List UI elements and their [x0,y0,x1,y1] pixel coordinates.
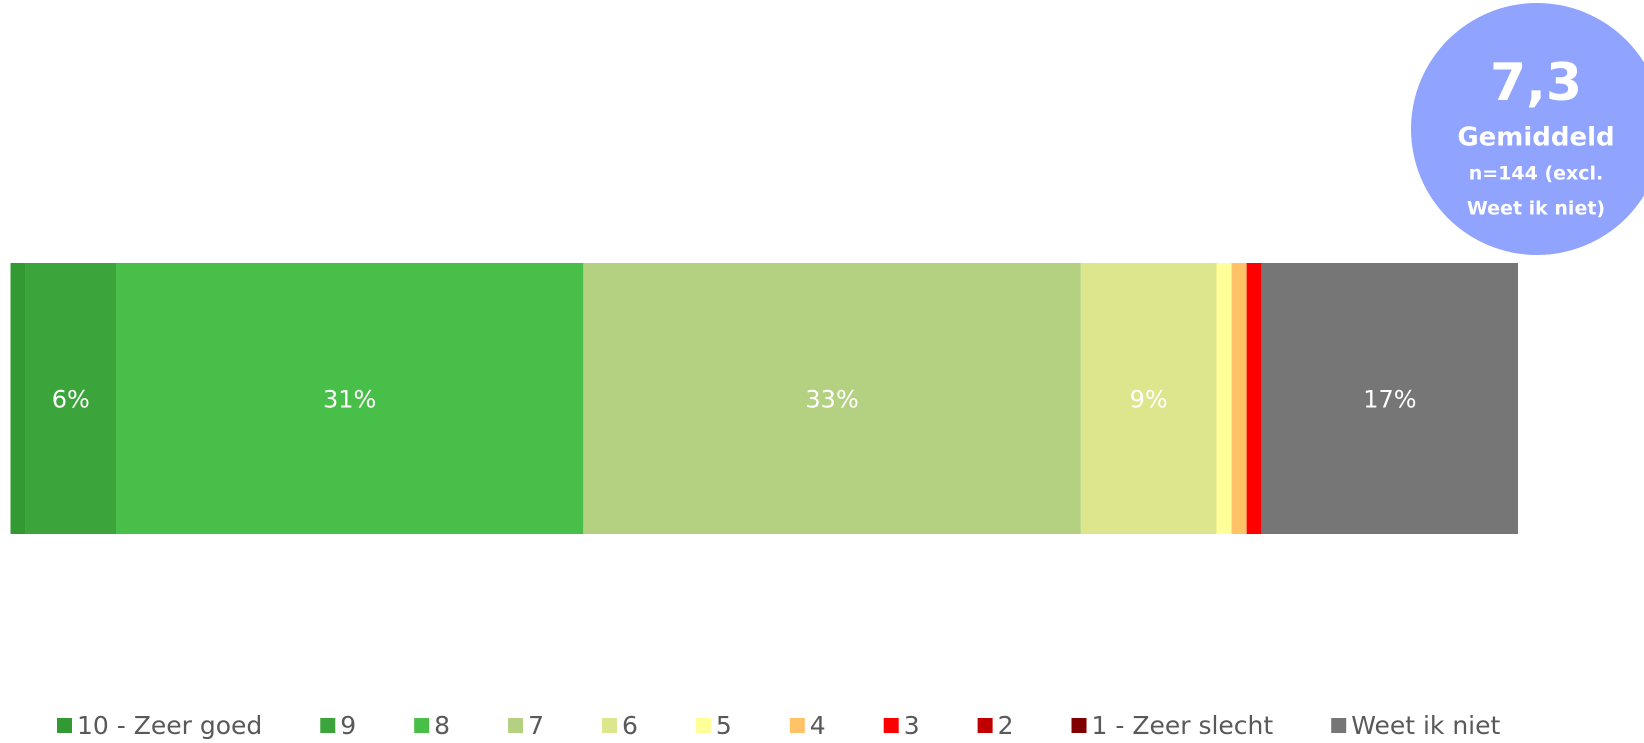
legend-label: 5 [716,711,732,740]
legend-swatch [977,718,993,733]
legend-swatch [1331,718,1347,733]
legend-swatch [601,718,617,733]
legend-label: 2 [998,711,1014,740]
legend-label: 6 [622,711,638,740]
legend-label: Weet ik niet [1351,711,1500,740]
legend-swatch [508,718,524,733]
legend-label: 9 [340,711,356,740]
bar-segment [1080,263,1217,534]
badge-note: Weet ik niet) [1467,198,1605,220]
legend-label: 3 [904,711,920,740]
bar-segment [25,263,117,534]
legend-label: 4 [810,711,826,740]
bar-segment [10,263,26,534]
bar-segment [1216,263,1232,534]
legend-swatch [789,718,805,733]
data-label: 17% [1363,386,1416,414]
legend-swatch [695,718,711,733]
bar-segment [116,263,584,534]
data-label: 33% [805,386,858,414]
legend-swatch [414,718,430,733]
data-label: 31% [323,386,376,414]
badge-note: n=144 (excl. [1469,163,1604,185]
badge-label: Gemiddeld [1457,123,1614,153]
badge-value: 7,3 [1490,53,1582,113]
legend-swatch [57,718,72,733]
legend-label: 8 [434,711,450,740]
legend-swatch [1071,718,1087,733]
legend-label: 10 - Zeer goed [77,711,262,740]
data-label: 6% [52,386,90,414]
badge-circle [1411,3,1644,255]
legend-swatch [883,718,899,733]
average-badge: 7,3 Gemiddeld n=144 (excl. Weet ik niet) [1411,3,1644,255]
legend-swatch [320,718,336,733]
bar-segment [1246,263,1262,534]
bar-group: 6% 31% 33% 9% 17% [10,263,1518,534]
bar-segment [1231,263,1247,534]
legend-label: 1 - Zeer slecht [1092,711,1274,740]
legend-label: 7 [528,711,544,740]
bar-segment [583,263,1081,534]
data-label: 9% [1130,386,1168,414]
legend: 10 - Zeer goed 9 8 7 6 5 4 3 2 1 - Zeer slecht Wee… [57,711,1501,740]
bar-segment [1261,263,1518,534]
